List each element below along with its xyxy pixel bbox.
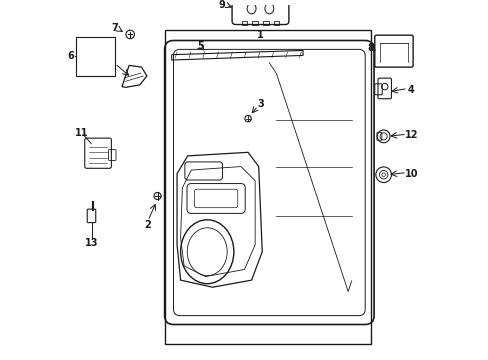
Bar bbox=[76, 37, 115, 76]
Text: 13: 13 bbox=[85, 238, 99, 248]
Bar bbox=[273, 21, 279, 25]
Text: 3: 3 bbox=[257, 99, 264, 109]
Text: 9: 9 bbox=[218, 0, 224, 10]
Text: 4: 4 bbox=[407, 85, 414, 95]
Text: 5: 5 bbox=[196, 41, 203, 51]
Bar bbox=[164, 30, 370, 344]
Text: 1: 1 bbox=[257, 30, 264, 40]
Text: 11: 11 bbox=[74, 128, 88, 138]
Text: 12: 12 bbox=[404, 130, 417, 140]
Text: 10: 10 bbox=[404, 168, 417, 179]
Text: 6: 6 bbox=[67, 51, 74, 62]
Text: 8: 8 bbox=[366, 42, 373, 53]
Text: 2: 2 bbox=[144, 220, 151, 230]
Bar bbox=[252, 21, 258, 25]
Text: 7: 7 bbox=[111, 23, 118, 33]
Bar bbox=[263, 21, 268, 25]
Bar bbox=[241, 21, 247, 25]
